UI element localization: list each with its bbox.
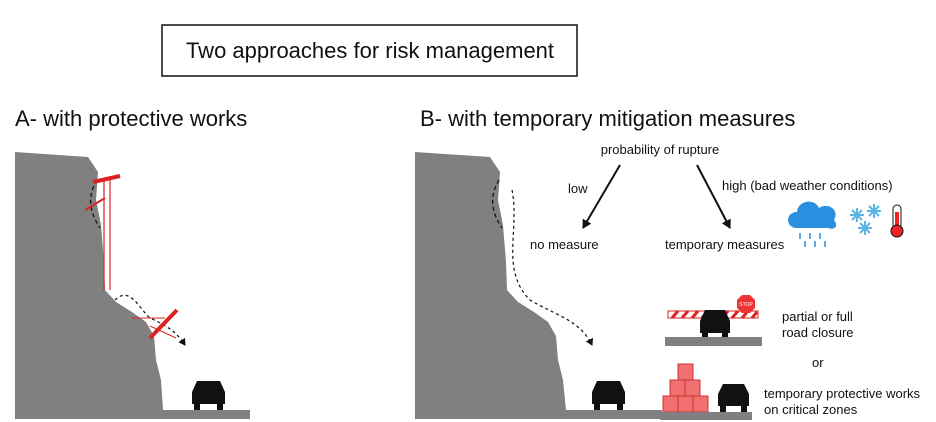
panel-b-title: B- with temporary mitigation measures <box>420 106 795 131</box>
separator: or <box>812 355 824 370</box>
measure-line: on critical zones <box>764 402 858 417</box>
car <box>592 381 625 410</box>
title: Two approaches for risk management <box>186 38 554 63</box>
road-closure: STOP <box>665 295 762 346</box>
panel-a-title: A- with protective works <box>15 106 247 131</box>
barrier-net <box>148 308 179 340</box>
net-anchor <box>132 317 177 339</box>
high-label: high (bad weather conditions) <box>722 178 893 193</box>
panel-b-scene <box>415 152 662 419</box>
crack <box>89 179 101 229</box>
stop-sign-text: STOP <box>739 302 753 308</box>
car <box>192 381 225 410</box>
arrow-high <box>696 164 731 229</box>
measure-line: temporary protective works <box>764 386 921 401</box>
low-outcome: no measure <box>530 237 599 252</box>
protective-blocks <box>662 363 709 413</box>
trajectory <box>114 294 186 346</box>
low-label: low <box>568 181 588 196</box>
road-works <box>660 384 752 420</box>
anchor-bar <box>92 174 121 184</box>
anchor-bolt <box>84 197 106 211</box>
high-outcome: temporary measures <box>665 237 785 252</box>
rain-icon <box>788 201 837 247</box>
title-box <box>161 24 578 77</box>
snow-icon <box>850 204 881 235</box>
crack <box>491 179 503 229</box>
cliff <box>15 152 250 419</box>
measure-line: road closure <box>782 325 854 340</box>
arrow-low <box>582 164 621 229</box>
root-label: probability of rupture <box>601 142 720 157</box>
trajectory <box>511 189 594 346</box>
thermometer-icon <box>890 204 904 238</box>
measure-line: partial or full <box>782 309 853 324</box>
cliff <box>415 152 662 419</box>
panel-a-scene <box>15 152 250 419</box>
